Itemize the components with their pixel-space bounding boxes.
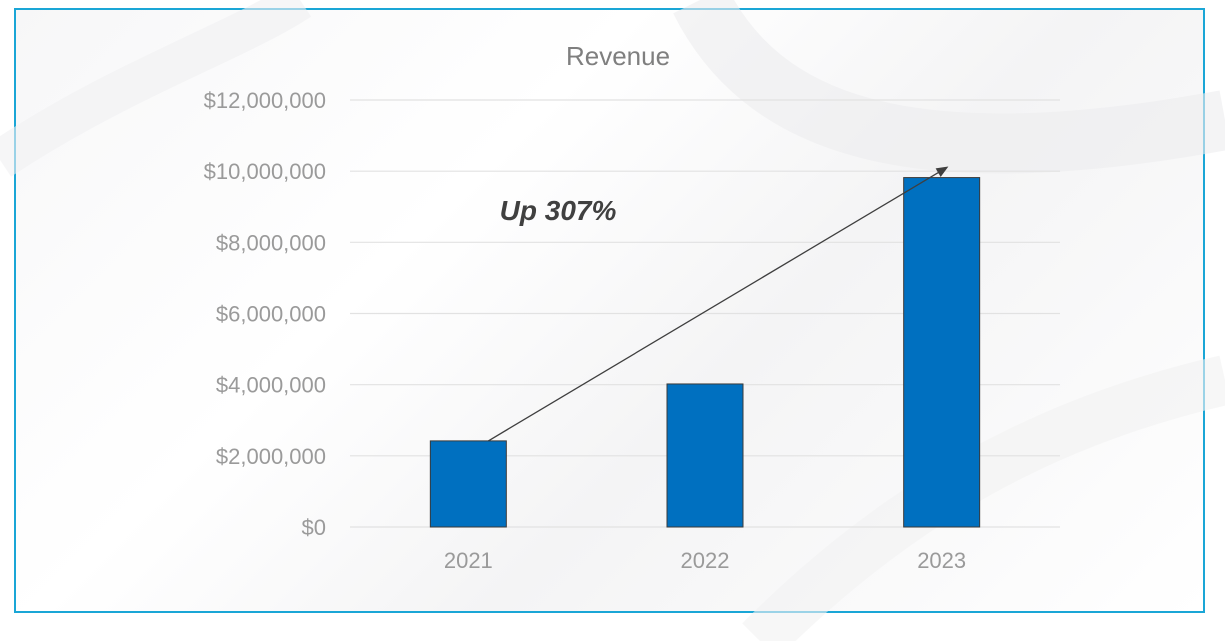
y-tick-label: $4,000,000: [216, 373, 326, 398]
y-tick-label: $12,000,000: [204, 88, 326, 113]
x-tick-label: 2022: [681, 548, 730, 573]
chart-title: Revenue: [566, 41, 670, 71]
y-tick-label: $6,000,000: [216, 302, 326, 327]
x-tick-label: 2021: [444, 548, 493, 573]
x-tick-label: 2023: [917, 548, 966, 573]
trend-arrow: [488, 166, 949, 442]
y-tick-label: $0: [302, 515, 326, 540]
bar-2023: [903, 177, 981, 528]
bar-2021: [429, 440, 507, 528]
y-tick-label: $10,000,000: [204, 159, 326, 184]
y-axis-ticks: $0 $2,000,000 $4,000,000 $6,000,000 $8,000,0…: [204, 88, 326, 540]
x-axis-ticks: 2021 2022 2023: [444, 548, 966, 573]
bar-2022: [666, 383, 744, 528]
y-tick-label: $2,000,000: [216, 444, 326, 469]
growth-annotation: Up 307%: [500, 195, 617, 226]
y-tick-label: $8,000,000: [216, 230, 326, 255]
bars: [429, 177, 981, 528]
